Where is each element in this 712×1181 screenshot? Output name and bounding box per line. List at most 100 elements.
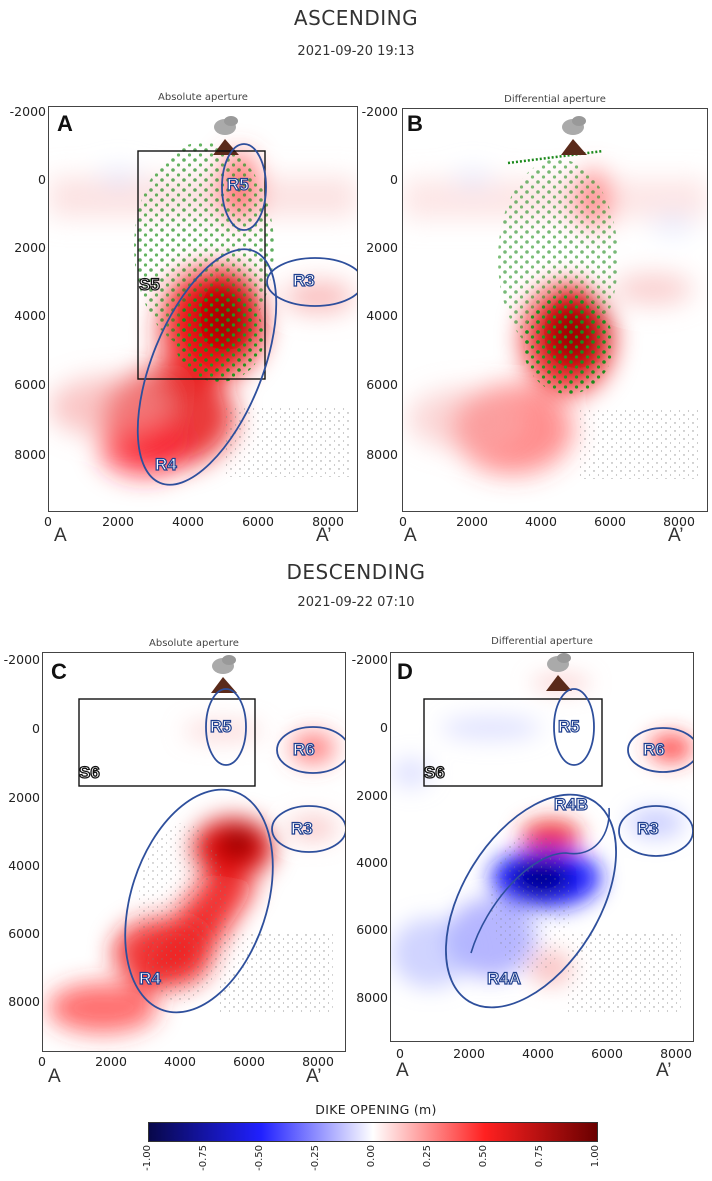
a-ytick: 8000 xyxy=(14,447,46,462)
r4-ellipse xyxy=(124,788,274,1014)
colorbar-tick: -0.25 xyxy=(310,1145,321,1171)
ascending-title: ASCENDING xyxy=(293,6,419,30)
s6-label: S6 xyxy=(423,762,445,782)
r5-label: R5 xyxy=(226,174,249,194)
r4-label: R4 xyxy=(154,454,177,474)
panel-b-subtitle: Differential aperture xyxy=(504,94,606,105)
s6-box xyxy=(423,698,603,787)
colorbar-title: DIKE OPENING (m) xyxy=(315,1102,437,1117)
panel-d-plot: D R5 R6 R4B R3 R4A S6 xyxy=(390,652,699,1042)
c-start-label: A xyxy=(48,1066,61,1087)
a-ytick: 6000 xyxy=(14,377,46,392)
b-ytick: -2000 xyxy=(361,104,398,119)
colorbar-tick: 0.50 xyxy=(478,1145,489,1168)
panel-b-map xyxy=(403,116,707,479)
a-xtick: 8000 xyxy=(312,514,344,529)
r5-ellipse xyxy=(221,143,267,231)
panel-c-subtitle: Absolute aperture xyxy=(149,638,239,649)
r6-label: R6 xyxy=(292,739,315,759)
a-ytick: 4000 xyxy=(14,308,46,323)
colorbar-tick: 0.75 xyxy=(534,1145,545,1168)
d-xtick: 8000 xyxy=(660,1046,692,1061)
r3-label: R3 xyxy=(636,818,659,838)
r4-ellipse xyxy=(445,793,617,1009)
b-xtick: 4000 xyxy=(525,514,557,529)
r5-ellipse xyxy=(205,688,247,766)
panel-b-plot: B xyxy=(402,108,708,512)
panel-c-letter: C xyxy=(51,659,67,684)
colorbar-tick: 0.25 xyxy=(422,1145,433,1168)
b-xtick: 6000 xyxy=(594,514,626,529)
colorbar-tick: -0.75 xyxy=(198,1145,209,1171)
a-xtick: 0 xyxy=(44,514,52,529)
panel-c-map xyxy=(48,655,350,1033)
b-ytick: 4000 xyxy=(366,308,398,323)
d-xtick: 4000 xyxy=(522,1046,554,1061)
r4a-label: R4A xyxy=(486,968,522,988)
d-ytick: 4000 xyxy=(356,855,388,870)
descending-title: DESCENDING xyxy=(286,560,426,584)
b-end-label: A’ xyxy=(668,525,684,546)
a-xtick: 6000 xyxy=(242,514,274,529)
d-ytick: 2000 xyxy=(356,788,388,803)
d-xtick: 2000 xyxy=(453,1046,485,1061)
ascending-date: 2021-09-20 19:13 xyxy=(297,44,415,59)
c-xtick: 8000 xyxy=(302,1054,334,1069)
panel-c-plot: C R5 R6 R3 R4 S6 xyxy=(42,652,350,1052)
c-ytick: -2000 xyxy=(3,652,40,667)
a-ytick: 2000 xyxy=(14,240,46,255)
a-end-label: A’ xyxy=(316,525,332,546)
r5-ellipse xyxy=(553,688,595,766)
colorbar-tick: -1.00 xyxy=(142,1145,153,1171)
b-ytick: 8000 xyxy=(366,447,398,462)
panel-a-map xyxy=(49,116,364,486)
r4-ellipse xyxy=(136,248,278,486)
c-ytick: 0 xyxy=(32,721,40,736)
panel-d-map xyxy=(391,653,699,1013)
r4b-label: R4B xyxy=(553,794,589,814)
c-ytick: 2000 xyxy=(8,790,40,805)
b-xtick: 2000 xyxy=(456,514,488,529)
colorbar xyxy=(148,1122,598,1142)
d-start-label: A xyxy=(396,1060,409,1081)
r6-label: R6 xyxy=(642,739,665,759)
colorbar-tick: -0.50 xyxy=(254,1145,265,1171)
r4-label: R4 xyxy=(138,968,161,988)
panel-d-letter: D xyxy=(397,659,413,684)
colorbar-tick: 1.00 xyxy=(590,1145,601,1168)
d-xtick: 0 xyxy=(396,1046,404,1061)
s6-box xyxy=(78,698,256,787)
volcano-icon xyxy=(561,116,587,155)
r3-label: R3 xyxy=(290,818,313,838)
colorbar-ticks: -1.00 -0.75 -0.50 -0.25 0.00 0.25 0.50 0… xyxy=(142,1143,601,1179)
s5-label: S5 xyxy=(138,274,160,294)
a-xtick: 4000 xyxy=(172,514,204,529)
r5-label: R5 xyxy=(209,716,232,736)
a-start-label: A xyxy=(54,525,67,546)
b-ytick: 0 xyxy=(390,172,398,187)
c-ytick: 4000 xyxy=(8,858,40,873)
panel-d-subtitle: Differential aperture xyxy=(491,636,593,647)
a-xtick: 2000 xyxy=(102,514,134,529)
d-ytick: 8000 xyxy=(356,990,388,1005)
d-ytick: 6000 xyxy=(356,922,388,937)
c-xtick: 6000 xyxy=(233,1054,265,1069)
s6-label: S6 xyxy=(78,762,100,782)
d-end-label: A’ xyxy=(656,1060,672,1081)
d-ytick: -2000 xyxy=(351,652,388,667)
volcano-icon xyxy=(546,653,572,691)
c-xtick: 4000 xyxy=(164,1054,196,1069)
a-ytick: 0 xyxy=(38,172,46,187)
b-xtick: 0 xyxy=(399,514,407,529)
panel-a-letter: A xyxy=(57,111,73,136)
colorbar-tick: 0.00 xyxy=(366,1145,377,1168)
r4-split-line xyxy=(470,807,610,954)
r5-label: R5 xyxy=(557,716,580,736)
c-ytick: 8000 xyxy=(8,994,40,1009)
s5-box xyxy=(137,150,266,380)
c-xtick: 0 xyxy=(38,1054,46,1069)
panel-a-plot: A R5 R3 R4 S5 xyxy=(48,106,364,512)
c-xtick: 2000 xyxy=(95,1054,127,1069)
d-xtick: 6000 xyxy=(591,1046,623,1061)
a-ytick: -2000 xyxy=(9,104,46,119)
